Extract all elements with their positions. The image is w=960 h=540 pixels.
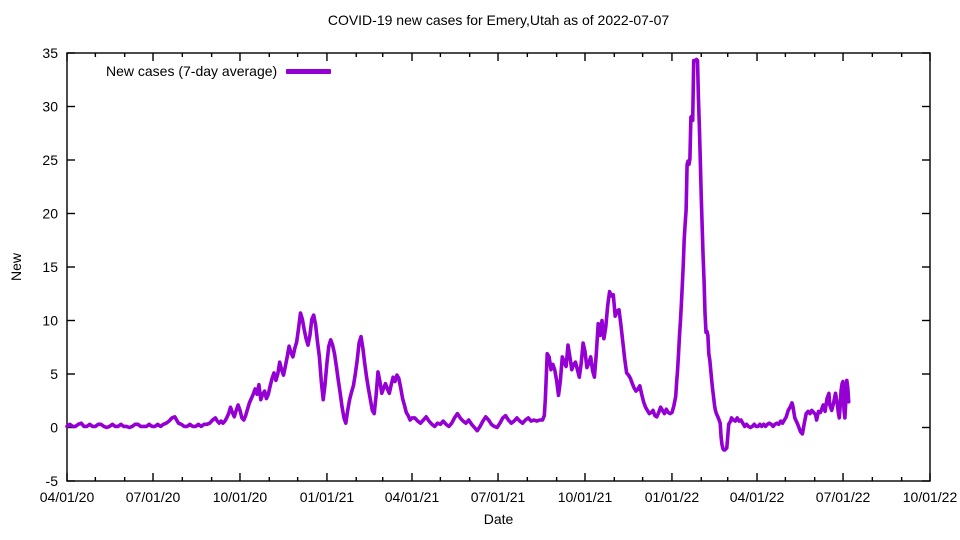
y-tick-label: 30 [42,99,58,115]
chart-title: COVID-19 new cases for Emery,Utah as of … [327,12,670,28]
legend-line-sample [286,68,332,74]
x-axis: 04/01/20 07/01/20 10/01/20 01/01/21 04/01/21… [40,53,958,505]
x-tick-label: 10/01/20 [213,489,268,505]
x-axis-title: Date [483,511,514,527]
y-tick-label: 0 [50,420,58,436]
legend-label: New cases (7-day average) [106,63,278,79]
x-tick-label: 04/01/21 [385,489,440,505]
y-tick-label: 5 [50,366,58,382]
x-tick-label: 04/01/20 [40,489,95,505]
y-tick-label: 25 [42,152,58,168]
y-tick-label: 15 [42,259,58,275]
x-tick-label: 01/01/21 [300,489,355,505]
y-tick-label: 10 [42,313,58,329]
x-tick-label: 07/01/20 [126,489,181,505]
x-tick-label: 07/01/21 [471,489,526,505]
y-tick-label: 20 [42,206,58,222]
x-tick-label: 07/01/22 [816,489,871,505]
plot-border [66,52,931,482]
y-tick-label: -5 [46,473,59,489]
series-line [65,57,851,452]
y-tick-label: 35 [42,45,58,61]
x-tick-label: 04/01/22 [730,489,785,505]
legend: New cases (7-day average) [106,63,332,79]
x-tick-label: 10/01/22 [903,489,958,505]
x-tick-label: 10/01/21 [558,489,613,505]
x-tick-label: 01/01/22 [645,489,700,505]
